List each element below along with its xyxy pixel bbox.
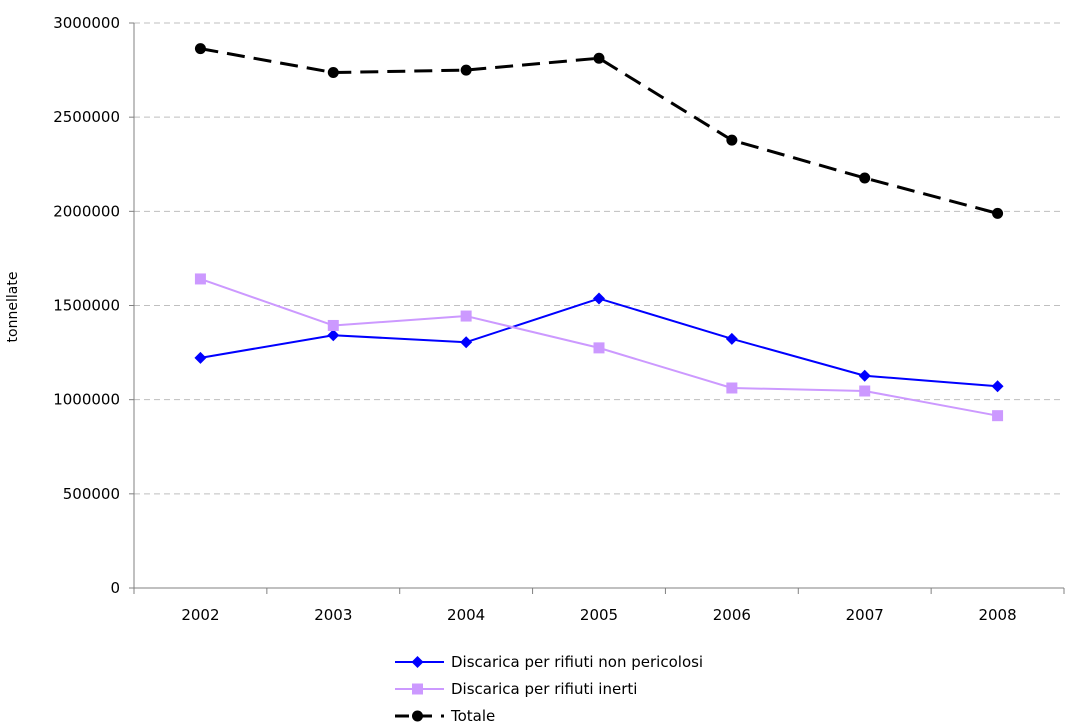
markers-group bbox=[194, 43, 1004, 422]
data-point-marker bbox=[992, 207, 1004, 219]
data-point-marker bbox=[460, 64, 472, 76]
data-point-marker bbox=[859, 385, 871, 397]
y-tick-label: 1500000 bbox=[53, 297, 120, 315]
data-point-marker bbox=[194, 273, 206, 285]
legend-swatch-marker bbox=[412, 683, 423, 695]
legend: Discarica per rifiuti non pericolosi Disc… bbox=[395, 653, 703, 724]
x-tick-label: 2004 bbox=[447, 606, 485, 624]
y-tick-labels: 0 500000 1000000 1500000 2000000 2500000 30000… bbox=[53, 14, 120, 597]
x-tick-label: 2008 bbox=[978, 606, 1016, 624]
series-group bbox=[200, 47, 998, 417]
data-point-marker bbox=[327, 67, 339, 79]
data-point-marker bbox=[593, 342, 605, 354]
legend-label: Totale bbox=[450, 707, 495, 724]
data-point-marker bbox=[859, 172, 871, 184]
y-tick-label: 2500000 bbox=[53, 108, 120, 126]
x-tick-label: 2006 bbox=[713, 606, 751, 624]
y-tick-label: 0 bbox=[110, 579, 120, 597]
data-point-marker bbox=[726, 134, 738, 146]
data-point-marker bbox=[460, 310, 472, 322]
axes bbox=[129, 22, 1065, 594]
y-axis-title: tonnellate bbox=[5, 272, 21, 343]
data-point-marker bbox=[593, 292, 605, 305]
data-point-marker bbox=[194, 351, 207, 364]
data-point-marker bbox=[327, 329, 340, 342]
data-point-marker bbox=[726, 382, 738, 394]
data-point-marker bbox=[991, 380, 1004, 393]
y-tick-label: 3000000 bbox=[53, 14, 120, 32]
y-tick-label: 500000 bbox=[63, 485, 120, 503]
x-tick-label: 2007 bbox=[846, 606, 884, 624]
y-tick-label: 2000000 bbox=[53, 202, 120, 220]
series-line-3 bbox=[200, 47, 998, 215]
data-point-marker bbox=[327, 319, 339, 331]
y-tick-label: 1000000 bbox=[53, 391, 120, 409]
data-point-marker bbox=[725, 332, 738, 345]
data-point-marker bbox=[858, 369, 871, 382]
data-point-marker bbox=[460, 336, 473, 349]
x-tick-label: 2003 bbox=[314, 606, 352, 624]
data-point-marker bbox=[992, 410, 1004, 422]
legend-swatch-marker bbox=[412, 710, 423, 722]
grid-lines bbox=[134, 22, 1064, 495]
legend-label: Discarica per rifiuti inerti bbox=[451, 680, 637, 698]
x-tick-labels: 2002 2003 2004 2005 2006 2007 2008 bbox=[181, 606, 1016, 624]
x-tick-label: 2002 bbox=[181, 606, 219, 624]
data-point-marker bbox=[593, 52, 605, 64]
x-tick-label: 2005 bbox=[580, 606, 618, 624]
data-point-marker bbox=[194, 43, 206, 55]
legend-label: Discarica per rifiuti non pericolosi bbox=[451, 653, 703, 671]
legend-swatch-marker bbox=[411, 656, 424, 668]
